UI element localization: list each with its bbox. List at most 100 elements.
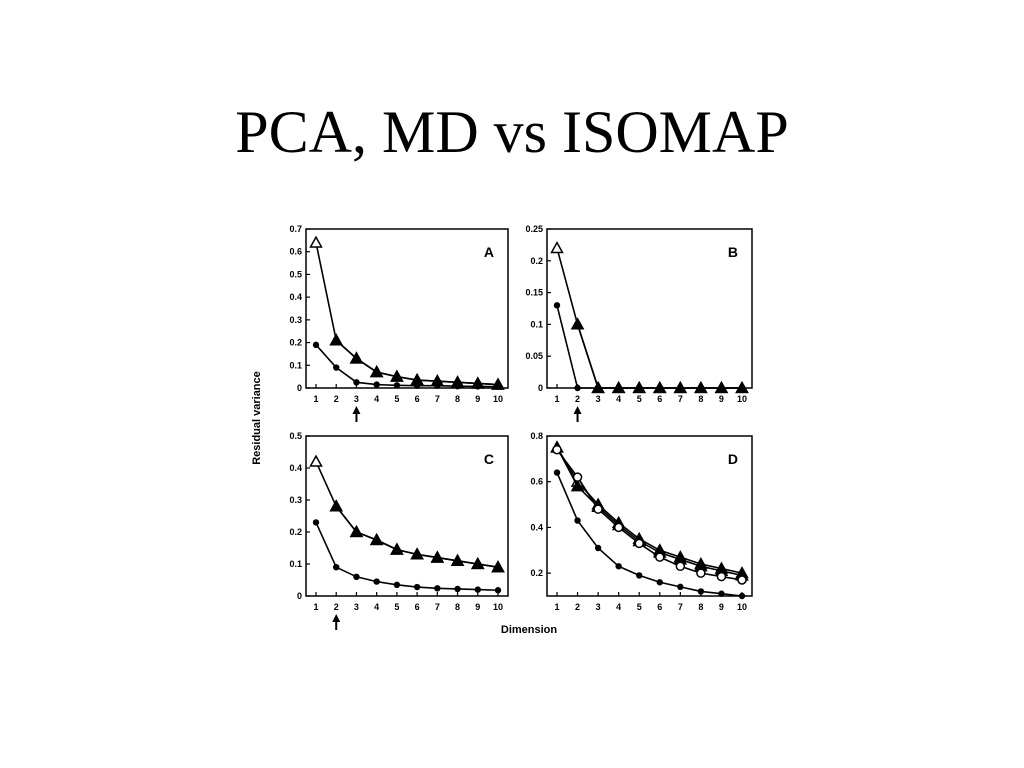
y-tick-label: 0.5 — [289, 431, 302, 441]
panel-b: 0 0.05 0.1 0.15 0.2 0.25 1 2 3 4 5 6 7 8 9 10 B — [525, 224, 753, 422]
data-point-triangle-open — [309, 235, 323, 248]
y-tick-label: 0.7 — [289, 224, 302, 234]
data-point-triangle-filled — [369, 365, 384, 378]
y-tick-label: 0.3 — [289, 495, 302, 505]
x-tick-label: 1 — [554, 602, 559, 612]
series-line-triangle-filled — [576, 324, 742, 389]
data-point-circle-open — [655, 552, 665, 562]
data-point-dot — [393, 382, 401, 389]
x-tick-label: 8 — [698, 394, 703, 404]
x-tick-label: 5 — [394, 394, 399, 404]
x-tick-label: 7 — [435, 394, 440, 404]
data-point-circle-open — [552, 444, 562, 455]
x-tick-label: 2 — [334, 394, 339, 404]
dimension-arrow-head — [332, 614, 341, 622]
x-tick-label: 1 — [554, 394, 559, 404]
x-tick-label: 10 — [737, 394, 747, 404]
data-point-triangle-filled — [570, 317, 585, 330]
data-point-dot — [474, 586, 481, 593]
data-point-dot — [718, 384, 725, 392]
data-point-dot — [594, 384, 602, 392]
data-point-circle-open — [634, 538, 644, 549]
data-point-dot — [697, 588, 705, 595]
data-point-triangle-filled — [329, 333, 343, 346]
y-tick-label: 0.05 — [525, 351, 543, 361]
series-line-circle-open — [556, 449, 743, 581]
data-point-triangle-open — [550, 241, 564, 254]
data-point-dot — [656, 384, 663, 392]
x-tick-label: 10 — [493, 394, 503, 404]
panel-frame — [305, 228, 509, 389]
data-point-dot — [373, 578, 380, 585]
data-point-dot — [615, 384, 622, 392]
x-tick-label: 5 — [394, 602, 399, 612]
data-point-circle-open — [675, 561, 686, 572]
series-line-dot — [315, 522, 499, 592]
series-line-triangle-open — [556, 247, 742, 389]
x-tick-label: 8 — [455, 394, 460, 404]
dimension-arrow-head — [352, 406, 361, 414]
x-tick-label: 1 — [313, 602, 318, 612]
data-point-triangle-open — [309, 454, 323, 467]
x-tick-label: 6 — [415, 602, 420, 612]
y-tick-label: 0.4 — [289, 463, 302, 473]
y-tick-label: 0.2 — [289, 527, 302, 537]
panel-frame — [546, 228, 753, 389]
y-tick-label: 0.2 — [530, 256, 543, 266]
panel-letter: D — [728, 451, 738, 467]
y-tick-label: 0.6 — [530, 477, 543, 487]
x-tick-label: 5 — [637, 394, 642, 404]
slide-title: PCA, MD vs ISOMAP — [235, 99, 789, 165]
x-tick-label: 3 — [596, 602, 601, 612]
data-point-dot — [553, 302, 561, 309]
data-point-dot — [434, 585, 441, 592]
x-tick-label: 3 — [354, 602, 359, 612]
data-point-circle-open — [716, 571, 727, 582]
x-tick-label: 2 — [334, 602, 339, 612]
x-tick-label: 7 — [678, 394, 683, 404]
data-point-dot — [574, 384, 581, 392]
x-tick-label: 6 — [657, 602, 662, 612]
y-tick-label: 0 — [297, 383, 302, 393]
panel-d: 0.2 0.4 0.6 0.8 1 2 3 4 5 6 7 8 9 10 D — [530, 431, 753, 612]
data-point-dot — [738, 384, 746, 392]
data-point-dot — [393, 581, 401, 588]
x-tick-label: 9 — [719, 602, 724, 612]
panel-a: 0 0.1 0.2 0.3 0.4 0.5 0.6 0.7 1 2 3 4 5 6 7 8 9 10 A — [289, 224, 509, 422]
y-tick-label: 0.3 — [289, 315, 302, 325]
data-point-dot — [615, 563, 622, 570]
data-point-dot — [738, 592, 746, 600]
x-tick-label: 4 — [374, 602, 379, 612]
x-tick-label: 9 — [475, 602, 480, 612]
x-axis-label: Dimension — [501, 624, 558, 636]
data-point-triangle-filled — [349, 524, 364, 538]
y-tick-label: 0 — [297, 591, 302, 601]
series-line-dot — [556, 472, 743, 597]
data-point-dot — [333, 364, 340, 371]
y-tick-label: 0.15 — [525, 288, 543, 298]
data-point-dot — [594, 544, 602, 552]
panel-c: 0 0.1 0.2 0.3 0.4 0.5 1 2 3 4 5 6 7 8 9 10 C — [289, 431, 509, 630]
x-tick-label: 7 — [678, 602, 683, 612]
data-point-dot — [677, 583, 684, 591]
y-tick-label: 0 — [538, 383, 543, 393]
y-tick-label: 0.8 — [530, 431, 543, 441]
series-line-triangle-filled — [556, 447, 743, 577]
data-point-circle-open — [572, 472, 583, 482]
data-point-circle-open — [593, 504, 603, 514]
x-tick-label: 2 — [575, 602, 580, 612]
x-tick-label: 1 — [313, 394, 318, 404]
data-point-triangle-filled — [349, 351, 364, 364]
data-point-dot — [474, 383, 481, 390]
data-point-circle-open — [613, 522, 624, 533]
data-point-dot — [656, 579, 663, 586]
x-tick-label: 9 — [475, 394, 480, 404]
data-point-triangle-filled — [430, 550, 445, 563]
data-point-triangle-filled — [390, 542, 404, 555]
data-point-triangle-filled — [570, 479, 585, 492]
x-tick-label: 2 — [575, 394, 580, 404]
x-tick-label: 5 — [637, 602, 642, 612]
data-point-circle-open — [696, 568, 706, 578]
x-tick-label: 9 — [719, 394, 724, 404]
y-tick-label: 0.4 — [289, 292, 302, 302]
